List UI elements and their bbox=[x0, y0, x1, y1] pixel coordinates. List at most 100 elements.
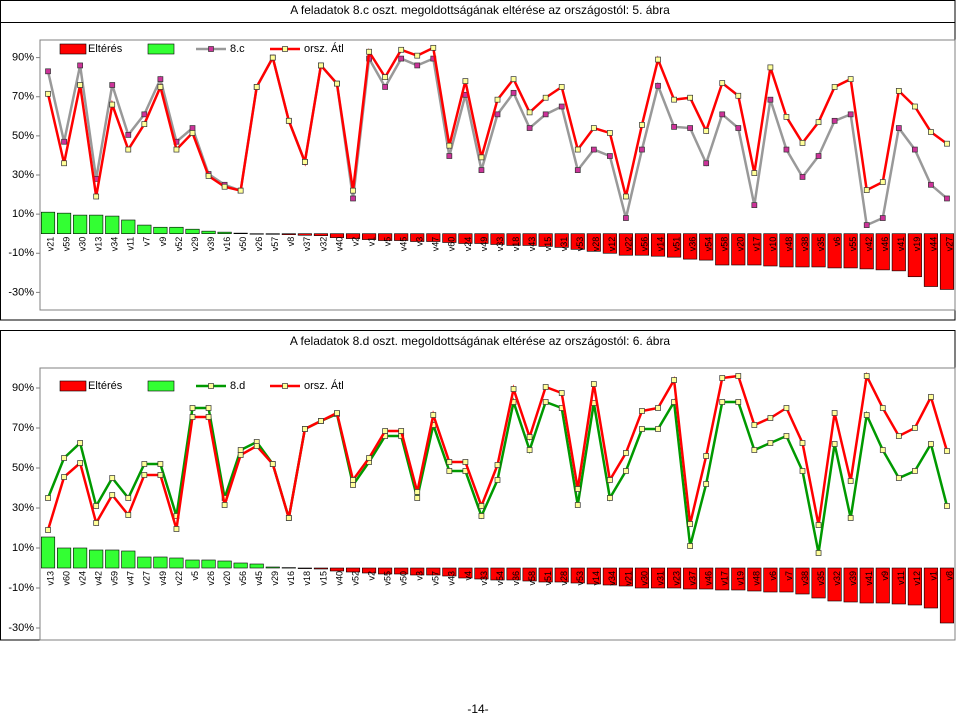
legend-label: Eltérés bbox=[88, 380, 123, 392]
line-marker bbox=[944, 503, 950, 509]
x-tick-label: v13 bbox=[45, 571, 55, 586]
bar bbox=[811, 233, 826, 268]
line-marker bbox=[751, 447, 758, 453]
bar bbox=[875, 233, 890, 271]
line-marker bbox=[189, 125, 196, 131]
bar bbox=[602, 233, 617, 254]
line-marker bbox=[831, 117, 838, 124]
x-tick-label: v52 bbox=[174, 237, 184, 252]
x-tick-label: v57 bbox=[431, 571, 441, 586]
line-marker bbox=[302, 159, 308, 165]
line-marker bbox=[382, 428, 388, 434]
legend-label: Eltérés bbox=[88, 43, 123, 55]
line-marker bbox=[334, 410, 340, 416]
bar bbox=[105, 549, 120, 569]
legend-marker bbox=[282, 383, 288, 389]
x-tick-label: v4 bbox=[463, 571, 473, 581]
line-marker bbox=[285, 515, 292, 521]
x-tick-label: v28 bbox=[559, 571, 569, 586]
line-marker bbox=[93, 520, 100, 526]
line-marker bbox=[735, 399, 742, 405]
x-tick-label: v1 bbox=[366, 237, 376, 247]
x-tick-label: v60 bbox=[61, 571, 71, 586]
line-marker bbox=[189, 405, 196, 411]
x-tick-label: v20 bbox=[736, 237, 746, 252]
x-tick-label: v33 bbox=[479, 571, 489, 586]
x-tick-label: v7 bbox=[142, 237, 152, 247]
line-marker bbox=[751, 202, 758, 208]
bar bbox=[442, 233, 457, 243]
line-marker bbox=[269, 461, 276, 467]
x-tick-label: v21 bbox=[45, 237, 55, 252]
bar bbox=[650, 233, 666, 257]
bar bbox=[57, 547, 72, 569]
x-tick-label: v26 bbox=[254, 237, 264, 252]
line-marker bbox=[542, 384, 549, 390]
x-tick-label: v2 bbox=[350, 237, 360, 247]
y-tick-label: 70% bbox=[12, 91, 34, 103]
line-marker bbox=[671, 124, 677, 130]
x-tick-label: v5 bbox=[383, 237, 393, 247]
line-marker bbox=[655, 405, 661, 411]
x-tick-label: v3 bbox=[415, 571, 425, 581]
x-tick-label: v14 bbox=[591, 571, 601, 586]
bar bbox=[394, 567, 409, 575]
bar bbox=[169, 226, 184, 234]
x-tick-label: v16 bbox=[286, 571, 296, 586]
x-tick-label: v56 bbox=[639, 237, 649, 252]
x-tick-label: v12 bbox=[912, 571, 922, 586]
bar bbox=[907, 567, 922, 606]
line-marker bbox=[703, 453, 710, 459]
x-tick-label: v33 bbox=[495, 237, 505, 252]
x-tick-label: v35 bbox=[816, 571, 826, 586]
x-tick-label: v9 bbox=[880, 571, 890, 581]
line-marker bbox=[735, 125, 742, 131]
bar bbox=[538, 567, 553, 583]
y-tick-label: 30% bbox=[12, 502, 34, 514]
bar bbox=[939, 233, 955, 290]
bar bbox=[570, 233, 585, 250]
bar bbox=[137, 224, 152, 234]
line-marker bbox=[61, 160, 67, 167]
line-marker bbox=[590, 381, 597, 387]
legend-label: orsz. Átl bbox=[304, 379, 344, 392]
line-marker bbox=[157, 461, 164, 467]
line-marker bbox=[815, 153, 822, 159]
x-tick-label: v45 bbox=[254, 571, 264, 586]
line-marker bbox=[221, 183, 228, 190]
x-tick-label: v47 bbox=[431, 237, 441, 252]
bar bbox=[490, 233, 505, 245]
bar bbox=[779, 567, 794, 593]
line-marker bbox=[879, 447, 886, 453]
x-tick-label: v54 bbox=[495, 571, 505, 586]
line-marker bbox=[639, 146, 645, 153]
line-marker bbox=[558, 390, 565, 396]
line-marker bbox=[77, 62, 83, 69]
x-tick-label: v39 bbox=[848, 571, 858, 586]
x-tick-label: v38 bbox=[800, 237, 810, 252]
legend-swatch bbox=[147, 380, 175, 392]
line-marker bbox=[446, 468, 453, 474]
line-marker bbox=[863, 412, 870, 418]
line-marker bbox=[895, 475, 902, 481]
y-tick-label: 90% bbox=[12, 382, 34, 394]
bar bbox=[554, 233, 569, 248]
line-marker bbox=[125, 132, 132, 138]
x-tick-label: v22 bbox=[174, 571, 184, 586]
bar bbox=[426, 233, 441, 242]
line-marker bbox=[382, 84, 388, 90]
line-marker bbox=[719, 111, 726, 118]
x-tick-label: v53 bbox=[575, 237, 585, 252]
line-marker bbox=[526, 109, 533, 116]
line-marker bbox=[912, 103, 918, 110]
line-marker bbox=[607, 495, 613, 501]
line-marker bbox=[895, 433, 902, 439]
bar bbox=[554, 567, 569, 583]
legend-marker bbox=[282, 46, 288, 52]
line-marker bbox=[494, 462, 501, 468]
line-marker bbox=[558, 103, 565, 110]
x-tick-label: v27 bbox=[142, 571, 152, 586]
bar bbox=[490, 567, 505, 581]
y-tick-label: -10% bbox=[8, 582, 34, 594]
bar bbox=[169, 557, 184, 569]
